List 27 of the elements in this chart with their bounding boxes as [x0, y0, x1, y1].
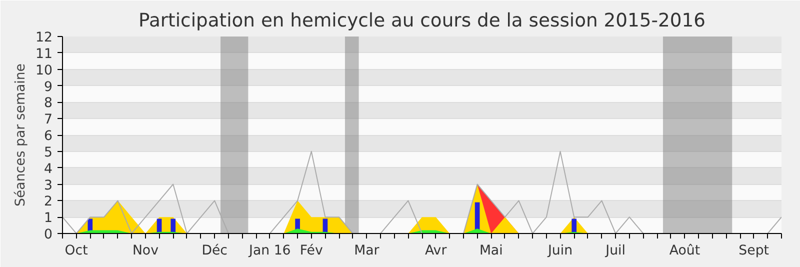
x-tick-label: Jan 16: [248, 244, 291, 258]
y-tick-label: 8: [44, 96, 53, 112]
x-tick-label: Déc: [202, 244, 228, 258]
y-tick-label: 3: [44, 178, 53, 194]
x-tick-label: Fév: [300, 244, 324, 258]
y-tick-label: 1: [44, 211, 53, 226]
chart-title: Participation en hemicycle au cours de la session 2015-2016: [138, 10, 706, 32]
x-tick-label: Juil: [604, 244, 626, 258]
x-tick-label: Oct: [64, 244, 88, 258]
y-tick-label: 11: [36, 46, 53, 62]
y-tick-label: 4: [44, 162, 53, 177]
y-tick-label: 9: [44, 80, 53, 95]
x-tick-label: Août: [669, 244, 700, 258]
x-tick-label: Nov: [132, 244, 159, 258]
y-tick-label: 12: [36, 30, 53, 46]
y-tick-label: 2: [44, 194, 53, 210]
x-tick-label: Sept: [738, 244, 770, 258]
y-tick-label: 5: [44, 145, 53, 160]
x-tick-label: Avr: [424, 244, 448, 258]
x-tick-label: Mai: [479, 244, 503, 258]
y-tick-label: 7: [44, 112, 53, 128]
x-tick-label: Mar: [354, 244, 380, 258]
y-tick-label: 0: [44, 228, 53, 242]
y-axis-title: Séances par semaine: [14, 64, 29, 206]
y-tick-label: 6: [44, 129, 53, 144]
x-tick-label: Juin: [547, 244, 573, 258]
y-tick-label: 10: [36, 63, 53, 78]
